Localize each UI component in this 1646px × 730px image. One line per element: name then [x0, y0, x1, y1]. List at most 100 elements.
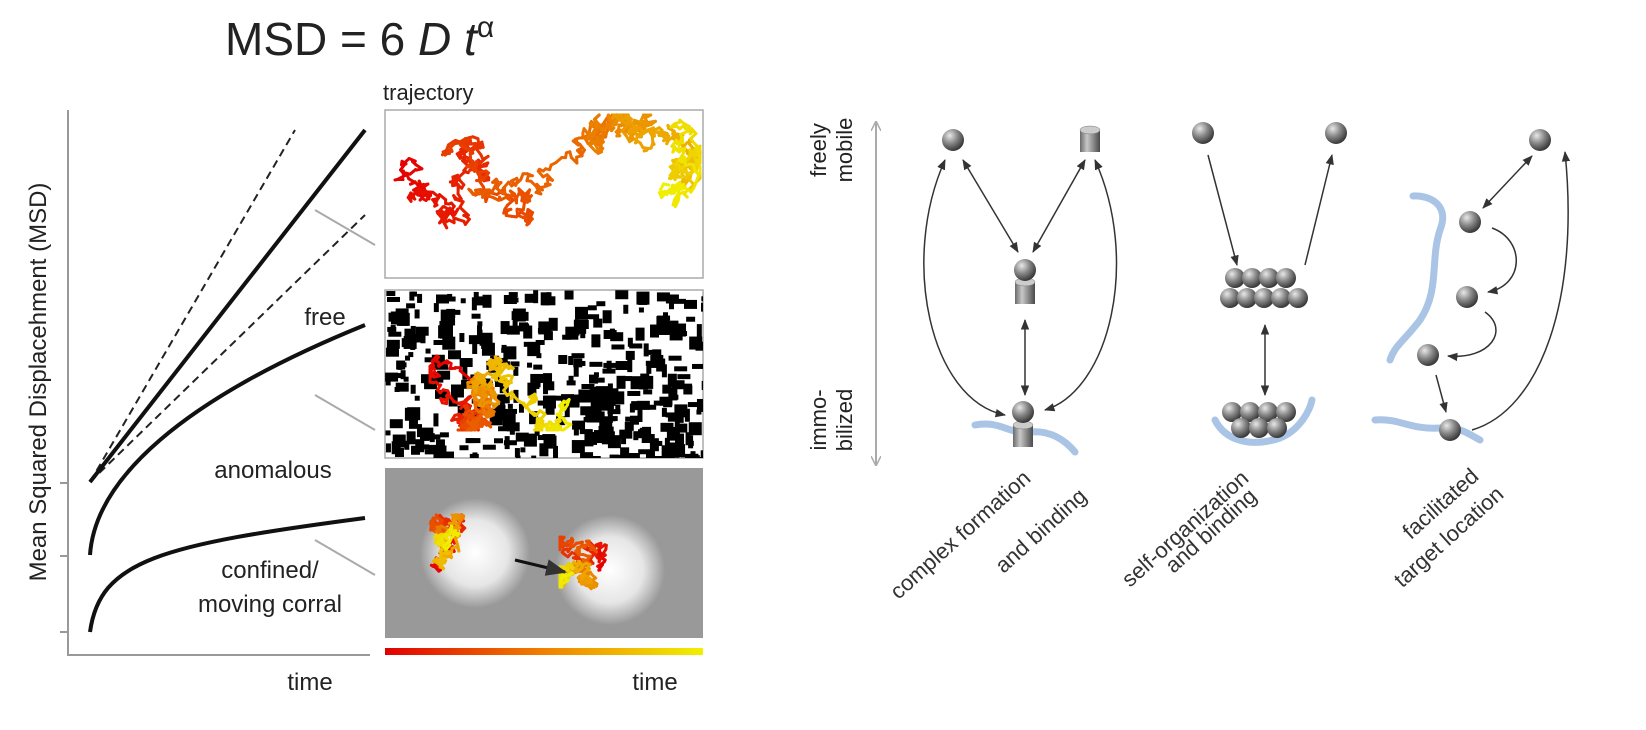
obstacle	[643, 389, 652, 394]
obstacle	[438, 325, 451, 338]
obstacle	[516, 433, 529, 442]
obstacle	[602, 416, 615, 421]
obstacle	[393, 435, 406, 448]
obstacle	[409, 420, 418, 429]
connector	[315, 210, 375, 245]
protein-top	[1080, 126, 1100, 134]
obstacle	[615, 405, 620, 410]
obstacle	[696, 410, 701, 415]
obstacle	[662, 408, 667, 417]
obstacle	[405, 408, 418, 421]
obstacle	[636, 328, 645, 341]
obstacle	[580, 429, 593, 434]
obstacle	[673, 416, 678, 421]
obstacle	[386, 291, 395, 296]
obstacle	[527, 363, 532, 368]
connector	[315, 395, 375, 430]
obstacle	[636, 292, 649, 305]
obstacle	[513, 309, 526, 322]
connector	[315, 540, 375, 575]
scenario-label: complex formation	[885, 465, 1035, 604]
obstacle	[407, 431, 416, 444]
dashed-line	[90, 130, 295, 482]
obstacle	[581, 329, 586, 334]
obstacle	[416, 327, 429, 336]
obstacle	[591, 399, 600, 412]
molecule	[1325, 122, 1347, 144]
obstacle	[543, 381, 548, 394]
obstacle	[472, 314, 481, 319]
obstacle	[672, 380, 685, 389]
obstacle	[576, 320, 589, 329]
obstacle	[405, 356, 410, 361]
obstacle	[562, 335, 571, 340]
obstacle	[650, 325, 659, 338]
obstacle	[627, 391, 640, 396]
obstacle	[678, 424, 687, 433]
obstacle	[520, 447, 525, 452]
obstacle	[510, 430, 515, 435]
obstacle	[542, 296, 555, 305]
obstacle	[568, 356, 573, 365]
molecule	[1276, 268, 1296, 288]
obstacle	[646, 361, 651, 374]
obstacle	[425, 449, 438, 454]
molecule	[1012, 401, 1034, 423]
obstacle	[581, 384, 594, 389]
obstacle	[483, 445, 496, 450]
obstacle	[642, 427, 651, 440]
obstacle	[608, 435, 621, 448]
obstacle	[439, 321, 448, 326]
obstacle	[498, 426, 511, 431]
obstacle	[388, 332, 401, 337]
axis-bottom-label: immo-	[806, 389, 831, 450]
obstacle	[625, 417, 630, 422]
obstacle	[571, 353, 584, 358]
obstacle	[386, 348, 399, 357]
obstacle	[619, 376, 632, 381]
molecule	[1417, 344, 1439, 366]
obstacle	[415, 396, 420, 401]
obstacle	[442, 337, 455, 350]
obstacle	[395, 387, 400, 392]
obstacle	[508, 404, 513, 409]
obstacle	[638, 449, 651, 454]
obstacle	[482, 343, 495, 356]
obstacle	[689, 441, 694, 446]
obstacle	[591, 395, 600, 400]
trajectory-step	[567, 573, 572, 575]
obstacle	[643, 405, 656, 410]
obstacle	[669, 395, 678, 400]
obstacle	[515, 448, 520, 457]
obstacle	[610, 329, 615, 338]
obstacle	[448, 350, 461, 359]
obstacle	[575, 307, 588, 320]
obstacle	[674, 366, 687, 371]
obstacle	[637, 409, 642, 422]
obstacle	[533, 365, 542, 370]
obstacle	[639, 307, 644, 312]
obstacle	[615, 290, 628, 299]
obstacle	[504, 295, 517, 304]
obstacle	[675, 434, 684, 447]
obstacle	[608, 383, 613, 392]
obstacle	[695, 342, 708, 351]
obstacle	[469, 335, 482, 344]
axis-top-label: freely	[806, 123, 831, 177]
obstacle	[440, 432, 449, 437]
obstacle	[701, 450, 714, 463]
obstacle	[685, 409, 690, 422]
obstacle	[588, 305, 597, 310]
obstacle	[567, 380, 576, 385]
obstacle	[697, 324, 702, 337]
obstacle	[406, 303, 415, 308]
mobility-diagram: freely mobile immo- bilized	[806, 118, 1568, 604]
molecule	[1192, 122, 1214, 144]
obstacle	[426, 349, 431, 354]
anomalous-curve	[90, 325, 365, 555]
obstacle	[586, 314, 599, 319]
obstacle	[527, 343, 540, 356]
molecule	[1288, 288, 1308, 308]
obstacle	[461, 298, 466, 303]
obstacle	[539, 443, 548, 456]
